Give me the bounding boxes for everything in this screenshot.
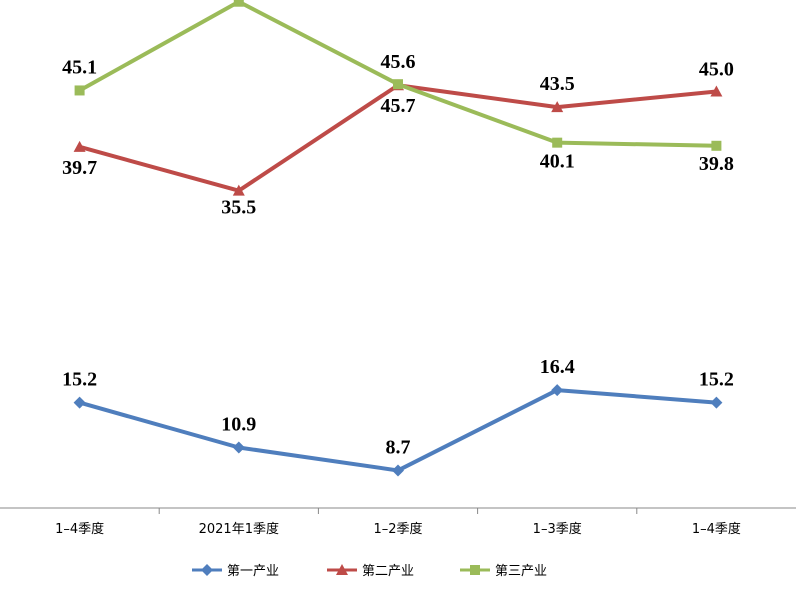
series-line [77, 0, 719, 148]
legend-item: 第三产业 [460, 564, 547, 579]
square-marker [393, 79, 403, 90]
data-label: 45.6 [381, 51, 416, 73]
legend: 第一产业 第二产业 第三产业 [192, 564, 547, 579]
x-tick-label: 1–3季度 [533, 521, 582, 537]
square-marker [711, 140, 722, 151]
diamond-marker [551, 384, 564, 397]
diamond-marker [392, 464, 404, 477]
data-label: 40.1 [540, 151, 575, 173]
x-tick-label: 1–4季度 [55, 521, 104, 537]
square-marker [74, 85, 85, 96]
square-marker [233, 0, 244, 7]
x-axis: 1–4季度 2021年1季度 1–2季度 1–3季度 1–4季度 [0, 507, 796, 537]
data-label: 35.5 [221, 197, 256, 219]
triangle-marker [336, 564, 348, 575]
x-tick-label: 2021年1季度 [199, 521, 279, 537]
square-marker [552, 137, 563, 148]
data-label: 15.2 [699, 369, 734, 391]
data-label: 39.8 [699, 153, 734, 175]
data-label: 15.2 [62, 369, 97, 391]
legend-item: 第一产业 [192, 564, 279, 579]
triangle-marker [710, 85, 723, 97]
legend-label: 第三产业 [495, 564, 547, 579]
diamond-marker [73, 396, 86, 409]
data-label: 8.7 [386, 436, 411, 458]
data-label: 45.0 [699, 59, 734, 81]
triangle-marker [73, 140, 86, 152]
x-tick-label: 1–2季度 [373, 521, 422, 537]
data-labels: 15.2 10.9 8.7 16.4 15.2 39.7 35.5 45.6 43.5 45.0 4… [62, 51, 734, 458]
data-label: 45.1 [62, 56, 97, 78]
data-label: 45.7 [381, 95, 416, 117]
legend-label: 第一产业 [227, 564, 279, 579]
data-label: 43.5 [540, 73, 575, 95]
diamond-marker [710, 396, 723, 409]
triangle-marker [232, 184, 245, 196]
data-label: 16.4 [540, 356, 575, 378]
series-layer [73, 0, 723, 477]
legend-label: 第二产业 [362, 564, 414, 579]
data-label: 39.7 [62, 157, 97, 179]
triangle-marker [551, 101, 564, 113]
square-marker [470, 565, 480, 575]
diamond-marker [232, 441, 245, 454]
x-tick-label: 1–4季度 [692, 521, 741, 537]
diamond-marker [201, 564, 213, 576]
data-label: 10.9 [221, 414, 256, 436]
legend-item: 第二产业 [327, 564, 414, 579]
